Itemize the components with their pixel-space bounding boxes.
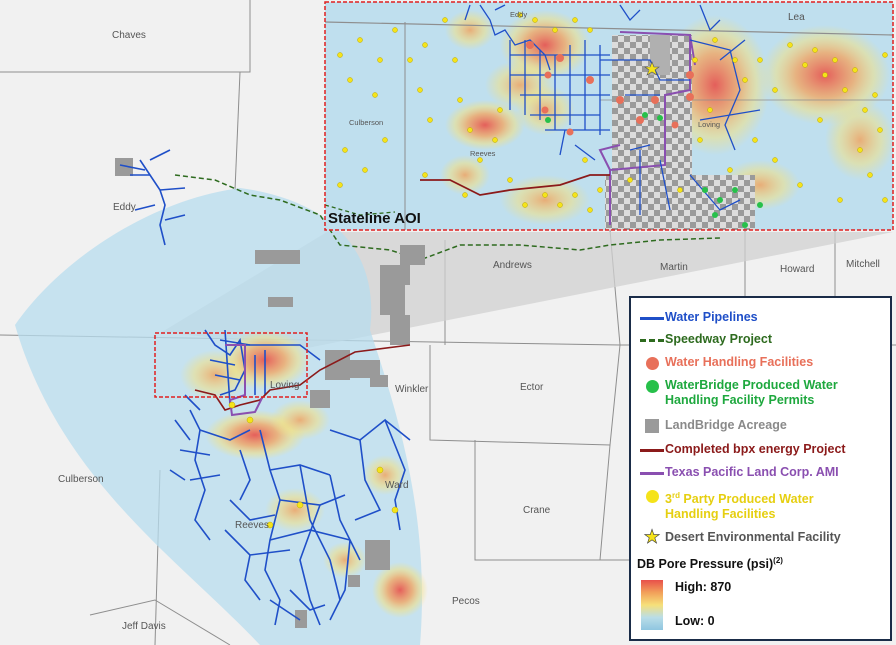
legend-label: Speedway Project xyxy=(665,332,772,346)
label-ward: Ward xyxy=(385,480,409,491)
label-pecos: Pecos xyxy=(452,596,480,607)
star-icon: ★ xyxy=(643,527,661,548)
inset-label-culberson: Culberson xyxy=(349,118,383,127)
legend-label: LandBridge Acreage xyxy=(665,418,787,432)
stateline-aoi-label: Stateline AOI xyxy=(328,210,421,227)
red-dot-icon xyxy=(645,356,659,370)
water-pipelines xyxy=(119,149,411,626)
label-howard: Howard xyxy=(780,264,814,275)
bpx-line-icon xyxy=(640,448,664,452)
gradient-high-label: High: 870 xyxy=(675,580,732,594)
legend-item-tpl-ami: Texas Pacific Land Corp. AMI xyxy=(639,465,885,481)
inset-label-reeves: Reeves xyxy=(470,149,496,158)
legend-item-waterbridge: WaterBridge Produced Water Handling Faci… xyxy=(639,378,875,408)
legend-label: Completed bpx energy Project xyxy=(665,442,846,456)
pressure-gradient-bar xyxy=(641,580,663,630)
label-eddy: Eddy xyxy=(113,202,136,213)
legend-item-third-party: 3rd Party Produced Water Handling Facili… xyxy=(639,488,865,522)
inset-map xyxy=(324,1,895,231)
gradient-low-label: Low: 0 xyxy=(675,614,715,628)
label-jeff-davis: Jeff Davis xyxy=(122,621,166,632)
inset-label-eddy: Eddy xyxy=(510,10,527,19)
legend-label: Desert Environmental Facility xyxy=(665,530,841,544)
legend-item-water-handling: Water Handling Facilities xyxy=(639,355,885,371)
label-winkler: Winkler xyxy=(395,384,429,395)
landbridge-acreage xyxy=(115,158,425,628)
label-reeves: Reeves xyxy=(235,520,269,531)
speedway-route xyxy=(174,174,721,261)
legend-label: 3rd Party Produced Water Handling Facili… xyxy=(665,491,814,522)
gray-square-icon xyxy=(645,419,659,433)
legend-label: Water Pipelines xyxy=(665,310,758,324)
legend-label: WaterBridge Produced Water Handling Faci… xyxy=(665,378,838,407)
label-lea: Lea xyxy=(788,12,805,23)
label-loving: Loving xyxy=(270,380,299,391)
bpx-project-route xyxy=(194,344,411,411)
label-chaves: Chaves xyxy=(112,30,146,41)
dashed-line-icon xyxy=(640,338,664,342)
label-crane: Crane xyxy=(523,505,551,516)
tpl-ami-boundary xyxy=(225,344,263,417)
legend-item-desert-env: ★ Desert Environmental Facility xyxy=(639,527,885,548)
inset-labels: Eddy Culberson Reeves Loving xyxy=(349,10,720,158)
label-mitchell: Mitchell xyxy=(846,259,880,270)
tpl-line-icon xyxy=(640,471,664,475)
gradient-title: DB Pore Pressure (psi)(2) xyxy=(637,556,783,572)
county-labels: Chaves Eddy Lea Andrews Martin Howard Mi… xyxy=(58,12,880,632)
legend-item-landbridge: LandBridge Acreage xyxy=(639,418,885,434)
legend-item-water-pipelines: Water Pipelines xyxy=(639,310,885,326)
pressure-field xyxy=(15,188,422,645)
label-martin: Martin xyxy=(660,262,688,273)
third-party-facilities-inset xyxy=(337,12,888,213)
inset-label-loving: Loving xyxy=(698,120,720,129)
legend-item-bpx: Completed bpx energy Project xyxy=(639,442,885,458)
yellow-dot-icon xyxy=(645,489,659,503)
label-culberson: Culberson xyxy=(58,474,104,485)
legend-label: Texas Pacific Land Corp. AMI xyxy=(665,465,839,479)
desert-environmental-star xyxy=(644,61,660,76)
stateline-aoi-box xyxy=(154,332,308,398)
legend-item-speedway: Speedway Project xyxy=(639,332,885,348)
legend: Water Pipelines Speedway Project Water H… xyxy=(629,296,892,641)
label-ector: Ector xyxy=(520,382,544,393)
legend-label: Water Handling Facilities xyxy=(665,355,814,369)
water-pipeline-line-icon xyxy=(640,316,664,320)
label-andrews: Andrews xyxy=(493,260,532,271)
third-party-facilities xyxy=(228,401,399,529)
water-handling-facilities xyxy=(526,41,694,136)
waterbridge-permits xyxy=(545,112,763,228)
green-dot-icon xyxy=(645,379,659,393)
